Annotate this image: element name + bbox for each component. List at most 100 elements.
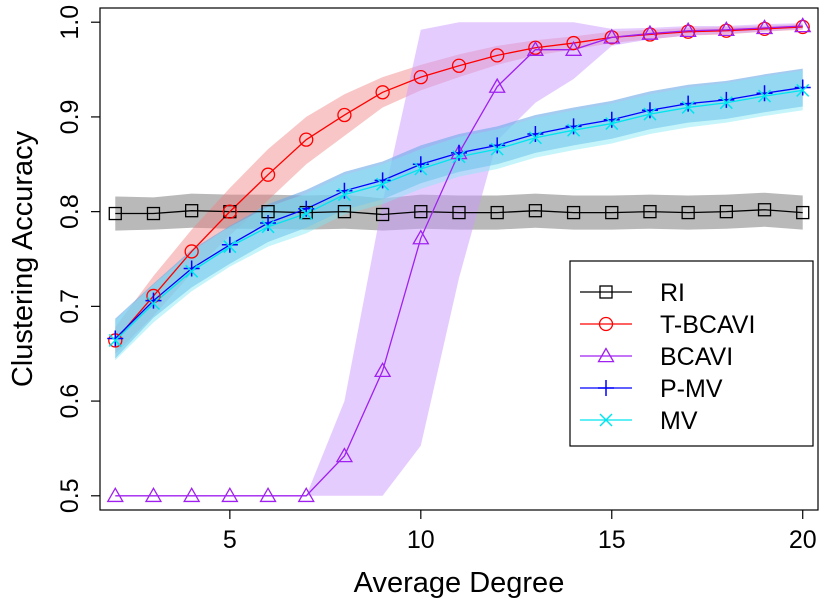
- p-mv-point: [145, 292, 162, 309]
- bcavi-point: [297, 486, 315, 503]
- ri-point: [719, 204, 733, 219]
- y-axis-label: Clustering Accuracy: [7, 130, 39, 387]
- p-mv-point: [756, 85, 773, 102]
- bcavi-point: [755, 19, 774, 35]
- ri-point: [414, 204, 428, 219]
- bcavi-point: [603, 28, 621, 44]
- p-mv-point: [718, 91, 735, 108]
- ri-point: [490, 205, 504, 220]
- p-mv-point: [680, 95, 697, 112]
- t-bcavi-point: [795, 19, 810, 35]
- bcavi-point: [106, 486, 124, 503]
- mv-point: [146, 296, 160, 311]
- mv-point: [490, 142, 504, 156]
- bcavi-point: [335, 447, 354, 463]
- mv-point: [261, 220, 275, 234]
- mv-point: [796, 83, 810, 97]
- t-bcavi-point: [184, 244, 199, 259]
- plot-frame: [99, 7, 819, 511]
- ri-point: [337, 204, 352, 219]
- mv-point: [185, 264, 199, 278]
- legend-label-t-bcavi: T-BCAVI: [660, 311, 755, 339]
- mv-point: [223, 240, 237, 254]
- x-tick-label: 20: [789, 526, 817, 554]
- t-bcavi-point: [222, 204, 238, 219]
- p-mv-point: [107, 330, 124, 347]
- ri-point: [108, 206, 122, 221]
- bcavi-point: [221, 486, 239, 503]
- y-tick-label: 0.8: [56, 194, 84, 229]
- legend: RI T-BCAVI BCAVI P-MV MV: [569, 260, 814, 447]
- bcavi-point: [641, 24, 659, 40]
- legend-marker-bcavi: [597, 347, 615, 363]
- t-bcavi-point: [490, 48, 505, 63]
- mv-point: [376, 177, 390, 191]
- p-mv-point: [183, 260, 200, 277]
- t-bcavi-point: [413, 69, 428, 85]
- t-bcavi-point: [299, 132, 314, 147]
- t-bcavi-point: [451, 58, 467, 73]
- y-axis: 0.5 0.6 0.7 0.8 0.9 1.0: [56, 5, 100, 513]
- p-mv-point: [260, 215, 277, 232]
- p-mv-point: [641, 102, 658, 119]
- mv-point: [681, 100, 695, 114]
- legend-marker-t-bcavi: [598, 316, 614, 332]
- legend-label-ri: RI: [660, 279, 685, 307]
- t-bcavi-point: [566, 35, 581, 51]
- series-markers: [106, 17, 812, 503]
- t-bcavi-point: [375, 85, 390, 100]
- p-mv-point: [451, 144, 467, 161]
- bcavi-point: [526, 40, 545, 56]
- bcavi-point: [259, 486, 277, 503]
- p-mv-point: [565, 118, 582, 135]
- y-tick-label: 0.6: [56, 384, 84, 419]
- bcavi-point: [717, 20, 735, 37]
- y-tick-label: 1.0: [56, 5, 84, 40]
- ri-point: [375, 207, 390, 222]
- t-bcavi-point: [680, 24, 696, 39]
- ri-point: [528, 204, 543, 218]
- p-mv-point: [527, 125, 544, 142]
- mv-point: [758, 89, 772, 103]
- mv-point: [643, 107, 657, 121]
- mv-point: [719, 96, 733, 110]
- y-tick-label: 0.7: [56, 289, 84, 324]
- p-mv-point: [489, 137, 506, 154]
- x-axis: 5 10 15 20: [223, 510, 817, 554]
- bcavi-point: [794, 17, 812, 33]
- legend-marker-p-mv: [598, 380, 614, 396]
- ri-point: [605, 205, 619, 220]
- ri-point: [796, 205, 810, 220]
- mv-point: [452, 150, 466, 164]
- ri-point: [566, 205, 581, 220]
- ri-point: [681, 205, 695, 220]
- mv-point: [414, 162, 428, 176]
- t-bcavi-point: [757, 21, 772, 36]
- bcavi-point: [488, 77, 506, 93]
- legend-label-p-mv: P-MV: [660, 375, 723, 403]
- bcavi-point: [183, 486, 201, 503]
- mv-point: [337, 188, 351, 202]
- y-tick-label: 0.5: [56, 478, 84, 513]
- p-mv-point: [221, 236, 238, 253]
- mv-point: [528, 131, 542, 145]
- ri-point: [185, 204, 199, 218]
- p-mv-point: [374, 172, 391, 189]
- bcavi-point: [412, 229, 430, 245]
- x-tick-label: 10: [407, 526, 435, 554]
- x-tick-label: 15: [598, 526, 626, 554]
- mv-point: [567, 123, 581, 137]
- p-mv-point: [336, 182, 353, 199]
- t-bcavi-point: [337, 107, 352, 123]
- mv-point: [605, 117, 619, 131]
- legend-marker-ri: [599, 285, 613, 299]
- p-mv-band: [115, 68, 803, 359]
- ri-point: [643, 204, 657, 219]
- x-axis-label: Average Degree: [354, 567, 565, 599]
- mv-point: [108, 333, 122, 347]
- ri-point: [757, 203, 772, 217]
- y-tick-label: 0.9: [56, 100, 84, 135]
- t-bcavi-point: [642, 27, 658, 42]
- t-bcavi-point: [719, 23, 734, 38]
